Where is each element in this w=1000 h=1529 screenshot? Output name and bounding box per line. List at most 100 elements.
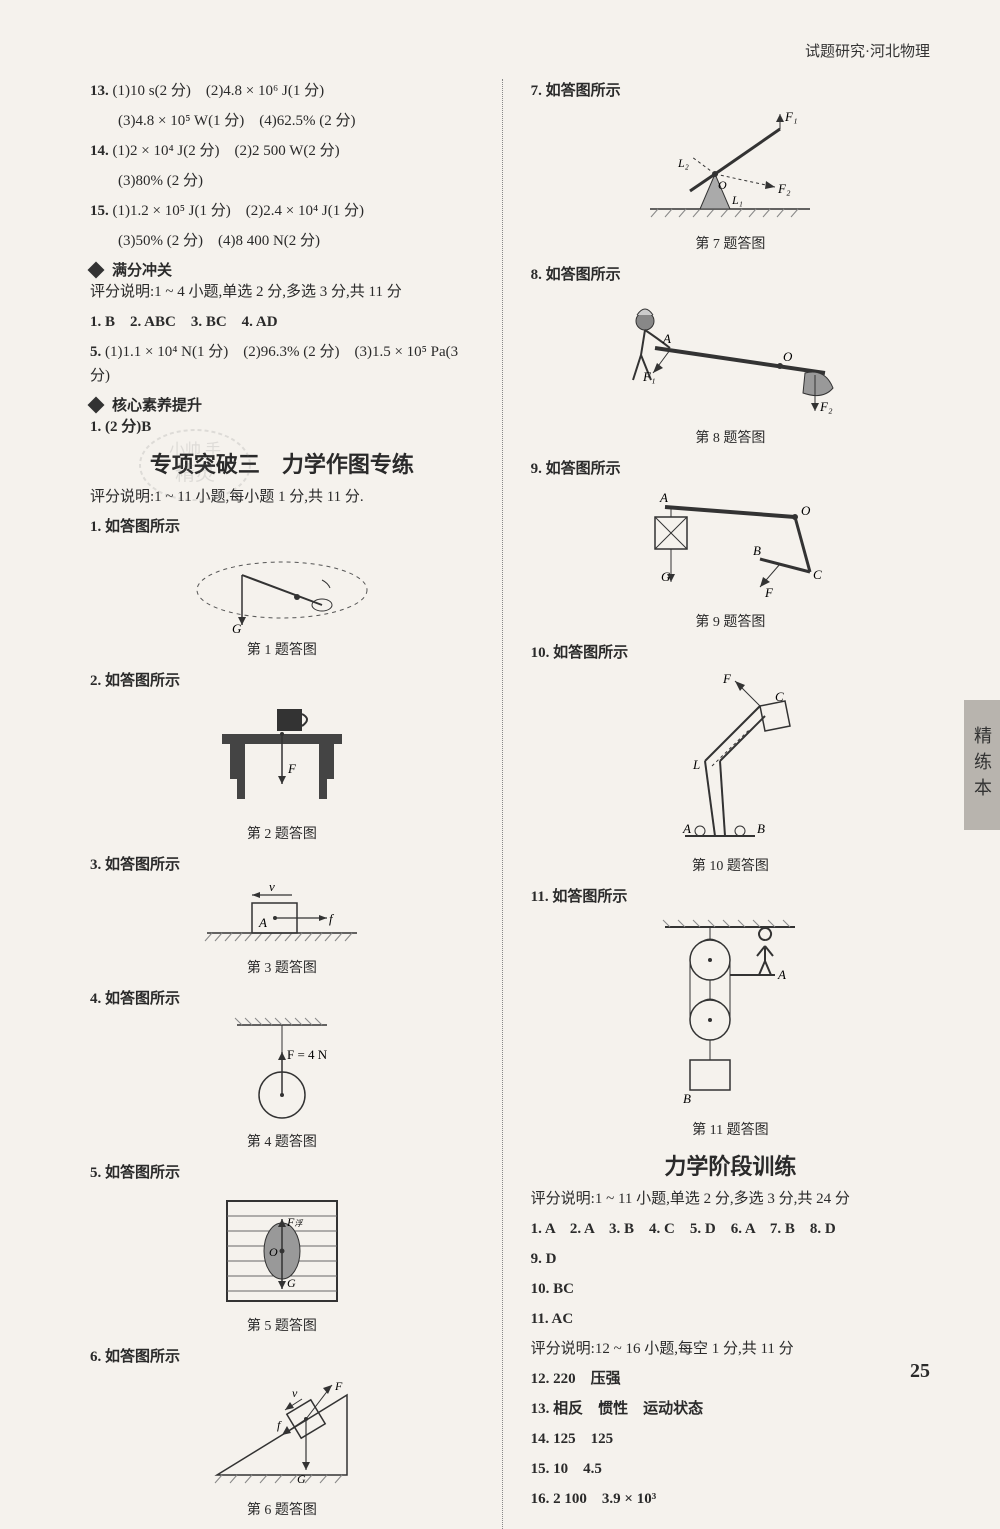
sq15: 15. 10 4.5 (531, 1457, 930, 1481)
figure-2: F 第 2 题答图 (90, 699, 474, 843)
svg-text:A: A (258, 915, 267, 930)
left-column: 13. (1)10 s(2 分) (2)4.8 × 10⁶ J(1 分) (3)… (90, 79, 474, 1529)
hx1: 1. (2 分)B (90, 415, 474, 439)
svg-text:B: B (683, 1091, 691, 1106)
figure-5: F浮 G O 第 5 题答图 (90, 1191, 474, 1335)
fig11-q: 11. 如答图所示 (531, 885, 930, 909)
sq13: 13. 相反 惯性 运动状态 (531, 1397, 930, 1421)
fig9-svg: A O C B G F (625, 487, 835, 607)
figure-1: G 第 1 题答图 (90, 545, 474, 659)
stage-note2: 评分说明:12 ~ 16 小题,每空 1 分,共 11 分 (531, 1337, 930, 1361)
svg-text:O: O (801, 503, 811, 518)
fig10-cap: 第 10 题答图 (692, 855, 769, 875)
svg-text:F浮: F浮 (286, 1215, 303, 1229)
q5-line: 5. (1)1.1 × 10⁴ N(1 分) (2)96.3% (2 分) (3… (90, 340, 474, 388)
fig6-cap: 第 6 题答图 (247, 1499, 317, 1519)
fig1-svg: G (182, 545, 382, 635)
svg-text:v: v (292, 1386, 298, 1400)
figure-7: O F₁ F₂ L₂ L₁ 第 7 题答图 (531, 109, 930, 253)
q13-p1: (1)10 s(2 分) (2)4.8 × 10⁶ J(1 分) (113, 83, 325, 99)
fig11-svg: A B (635, 915, 825, 1115)
svg-text:F₁: F₁ (642, 369, 655, 384)
fig10-q: 10. 如答图所示 (531, 641, 930, 665)
fig8-cap: 第 8 题答图 (695, 427, 765, 447)
two-column-layout: 13. (1)10 s(2 分) (2)4.8 × 10⁶ J(1 分) (3)… (90, 79, 930, 1529)
sq12: 12. 220 压强 (531, 1367, 930, 1391)
fig11-cap: 第 11 题答图 (692, 1119, 768, 1139)
fig8-svg: O A F₁ F₂ (605, 293, 855, 423)
fig1-q: 1. 如答图所示 (90, 515, 474, 539)
fig2-q: 2. 如答图所示 (90, 669, 474, 693)
fig4-label: F = 4 N (287, 1047, 328, 1062)
fig7-svg: O F₁ F₂ L₂ L₁ (640, 109, 820, 229)
svg-text:A: A (659, 490, 668, 505)
figure-8: O A F₁ F₂ 第 8 题答图 (531, 293, 930, 447)
svg-text:A: A (682, 821, 691, 836)
fig3-q: 3. 如答图所示 (90, 853, 474, 877)
fig4-cap: 第 4 题答图 (247, 1131, 317, 1151)
side-tab: 精练本 (964, 700, 1000, 830)
hexin-label: 核心素养提升 (112, 394, 202, 415)
q14-num: 14. (90, 143, 109, 159)
right-column: 7. 如答图所示 O F₁ (531, 79, 930, 1529)
figure-4: F = 4 N 第 4 题答图 (90, 1017, 474, 1151)
fig6-svg: G F f v (197, 1375, 367, 1495)
mc-row1: 1. A 2. A 3. B 4. C 5. D 6. A 7. B 8. D (531, 1217, 930, 1241)
sq14: 14. 125 125 (531, 1427, 930, 1451)
fig2-cap: 第 2 题答图 (247, 823, 317, 843)
svg-text:F: F (334, 1379, 343, 1393)
chongguan-note: 评分说明:1 ~ 4 小题,单选 2 分,多选 3 分,共 11 分 (90, 280, 474, 304)
svg-text:v: v (269, 883, 275, 894)
q13-line1: 13. (1)10 s(2 分) (2)4.8 × 10⁶ J(1 分) (90, 79, 474, 103)
svg-text:A: A (662, 331, 671, 346)
svg-text:F₁: F₁ (784, 109, 797, 124)
svg-text:F₂: F₂ (819, 399, 833, 414)
mc11: 11. AC (531, 1307, 930, 1331)
svg-text:B: B (753, 543, 761, 558)
q14-line2: (3)80% (2 分) (90, 169, 474, 193)
svg-text:F: F (722, 671, 732, 686)
fig1-cap: 第 1 题答图 (247, 639, 317, 659)
figure-11: A B 第 11 题答图 (531, 915, 930, 1139)
svg-text:G: G (232, 621, 242, 635)
fig10-svg: A B C L F (645, 671, 815, 851)
diamond-icon (88, 261, 105, 278)
mc-answers-1-4: 1. B 2. ABC 3. BC 4. AD (90, 310, 474, 334)
q13-num: 13. (90, 83, 109, 99)
q13-line2: (3)4.8 × 10⁵ W(1 分) (4)62.5% (2 分) (90, 109, 474, 133)
svg-text:F: F (764, 585, 774, 600)
q15-num: 15. (90, 203, 109, 219)
svg-text:G: G (287, 1276, 296, 1290)
fig6-q: 6. 如答图所示 (90, 1345, 474, 1369)
svg-text:f: f (277, 1418, 282, 1432)
fig4-q: 4. 如答图所示 (90, 987, 474, 1011)
svg-text:B: B (757, 821, 765, 836)
figure-9: A O C B G F 第 9 题答图 (531, 487, 930, 631)
page-header: 试题研究·河北物理 (90, 40, 930, 61)
column-divider (502, 79, 503, 1529)
mc9: 9. D (531, 1247, 930, 1271)
svg-text:C: C (775, 689, 784, 704)
figure-3: A v f 第 3 题答图 (90, 883, 474, 977)
svg-text:A: A (777, 967, 786, 982)
svg-text:L₂: L₂ (677, 156, 689, 170)
sq16: 16. 2 100 3.9 × 10³ (531, 1487, 930, 1511)
mc10: 10. BC (531, 1277, 930, 1301)
q15-line1: 15. (1)1.2 × 10⁵ J(1 分) (2)2.4 × 10⁴ J(1… (90, 199, 474, 223)
q5-text: (1)1.1 × 10⁴ N(1 分) (2)96.3% (2 分) (3)1.… (90, 344, 458, 384)
page-number: 25 (910, 1360, 930, 1383)
fig2-svg: F (202, 699, 362, 819)
fig7-cap: 第 7 题答图 (695, 233, 765, 253)
fig5-q: 5. 如答图所示 (90, 1161, 474, 1185)
chongguan-label: 满分冲关 (112, 259, 172, 280)
q5-num: 5. (90, 344, 101, 360)
q14-line1: 14. (1)2 × 10⁴ J(2 分) (2)2 500 W(2 分) (90, 139, 474, 163)
q15-line2: (3)50% (2 分) (4)8 400 N(2 分) (90, 229, 474, 253)
fig3-cap: 第 3 题答图 (247, 957, 317, 977)
svg-text:O: O (783, 349, 793, 364)
svg-text:F₂: F₂ (777, 181, 791, 196)
svg-text:L: L (692, 757, 700, 772)
q15-p1: (1)1.2 × 10⁵ J(1 分) (2)2.4 × 10⁴ J(1 分) (113, 203, 365, 219)
fig9-q: 9. 如答图所示 (531, 457, 930, 481)
fig5-cap: 第 5 题答图 (247, 1315, 317, 1335)
